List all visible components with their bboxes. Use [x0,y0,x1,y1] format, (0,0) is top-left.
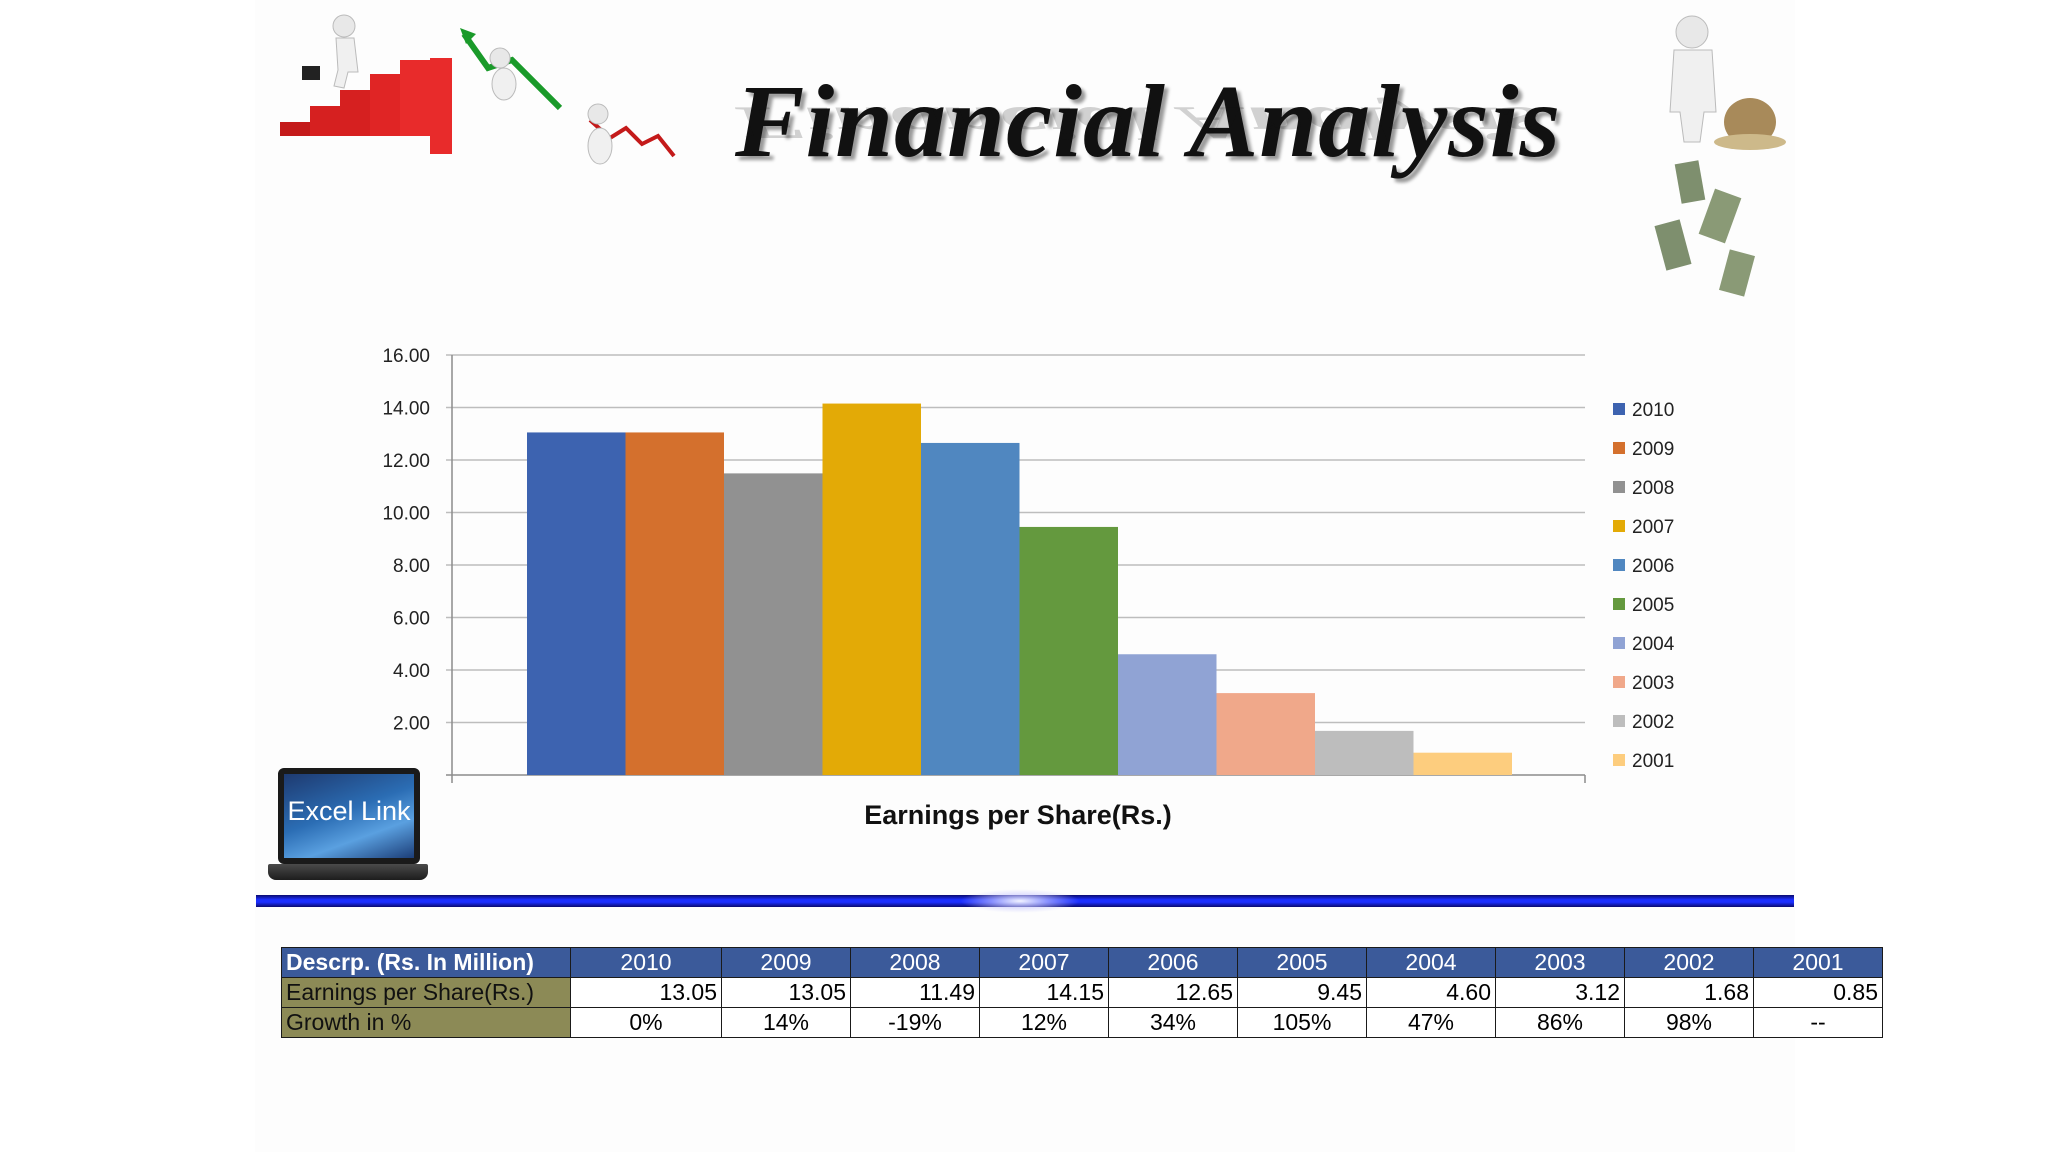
table-cell: 0.85 [1753,977,1883,1008]
table-row-label: Growth in % [281,1007,571,1038]
page-title: Financial Analysis [735,64,1562,179]
legend-label: 2006 [1632,556,1674,577]
table-cell: 105% [1237,1007,1367,1038]
legend-label: 2007 [1632,517,1674,538]
table-cell: 13.05 [721,977,851,1008]
figure-falling-arrow-illustration [587,103,676,165]
page-title-reflection: Financial Analysis [735,97,1544,150]
legend-label: 2003 [1632,673,1674,694]
table-header-year: 2005 [1237,947,1367,978]
legend-label: 2001 [1632,751,1674,772]
table-cell: 3.12 [1495,977,1625,1008]
table-cell: -- [1753,1007,1883,1038]
table-cell: 1.68 [1624,977,1754,1008]
table-cell: 12% [979,1007,1109,1038]
legend-swatch-2007 [1613,520,1625,532]
table-cell: 9.45 [1237,977,1367,1008]
table-header-year: 2001 [1753,947,1883,978]
eps-table: Descrp. (Rs. In Million) 2010 2009 2008 2007… [281,947,1883,1038]
table-header-year: 2006 [1108,947,1238,978]
bar-2006 [921,442,1020,775]
legend-swatch-2004 [1613,637,1625,649]
legend-swatch-2006 [1613,559,1625,571]
bar-2005 [1019,526,1118,775]
y-tick-label: 8.00 [393,556,430,577]
table-cell: 11.49 [850,977,980,1008]
legend-label: 2010 [1632,400,1674,421]
legend-swatch-2003 [1613,676,1625,688]
laptop-base [268,864,428,880]
legend-label: 2002 [1632,712,1674,733]
figure-rising-arrow-illustration [460,28,563,111]
legend-swatch-2001 [1613,754,1625,766]
bar-2002 [1315,730,1414,775]
table-cell: -19% [850,1007,980,1038]
table-cell: 13.05 [570,977,722,1008]
y-tick-label: 16.00 [382,346,430,367]
bar-2008 [724,473,823,775]
y-tick-label: 2.00 [393,714,430,735]
table-cell: 14% [721,1007,851,1038]
legend-label: 2004 [1632,634,1675,655]
table-row: Growth in % 0% 14% -19% 12% 34% 105% 47% 86% 98% -… [281,1007,1883,1038]
table-header-year: 2009 [721,947,851,978]
table-cell: 4.60 [1366,977,1496,1008]
stairs-growth-illustration [280,14,452,154]
table-header-year: 2007 [979,947,1109,978]
table-header-year: 2010 [570,947,722,978]
table-cell: 86% [1495,1007,1625,1038]
legend-swatch-2005 [1613,598,1625,610]
y-tick-label: 6.00 [393,609,430,630]
bar-2004 [1118,654,1217,775]
figure-money-bag-illustration [1654,15,1786,297]
table-cell: 12.65 [1108,977,1238,1008]
laptop-screen [278,768,420,864]
bar-2001 [1413,752,1512,775]
table-header-row: Descrp. (Rs. In Million) 2010 2009 2008 2007… [281,947,1883,978]
legend-swatch-2002 [1613,715,1625,727]
eps-bar-chart: 16.00 14.00 12.00 10.00 8.00 6.00 4.00 2.00 Earn… [382,346,1675,830]
table-cell: 14.15 [979,977,1109,1008]
legend-swatch-2008 [1613,481,1625,493]
table-row-label: Earnings per Share(Rs.) [281,977,571,1008]
legend-label: 2008 [1632,478,1674,499]
y-tick-label: 12.00 [382,451,430,472]
table-header-year: 2004 [1366,947,1496,978]
legend-swatch-2010 [1613,403,1625,415]
legend-label: 2005 [1632,595,1674,616]
y-tick-label: 4.00 [393,661,430,682]
divider-glow [960,889,1080,913]
y-tick-label: 10.00 [382,504,430,525]
bar-2009 [625,432,724,775]
legend-swatch-2009 [1613,442,1625,454]
bar-2003 [1216,693,1315,775]
legend-label: 2009 [1632,439,1674,460]
y-tick-label: 14.00 [382,399,430,420]
table-header-year: 2003 [1495,947,1625,978]
table-row: Earnings per Share(Rs.) 13.05 13.05 11.49 14… [281,977,1883,1008]
table-cell: 34% [1108,1007,1238,1038]
table-cell: 98% [1624,1007,1754,1038]
table-cell: 0% [570,1007,722,1038]
bar-2007 [822,403,921,775]
table-cell: 47% [1366,1007,1496,1038]
bar-2010 [527,432,626,775]
table-header-label: Descrp. (Rs. In Million) [281,947,571,978]
table-header-year: 2002 [1624,947,1754,978]
excel-link-button[interactable]: Excel Link [268,768,428,886]
x-axis-label: Earnings per Share(Rs.) [864,800,1172,830]
excel-link-label: Excel Link [287,796,411,826]
table-header-year: 2008 [850,947,980,978]
